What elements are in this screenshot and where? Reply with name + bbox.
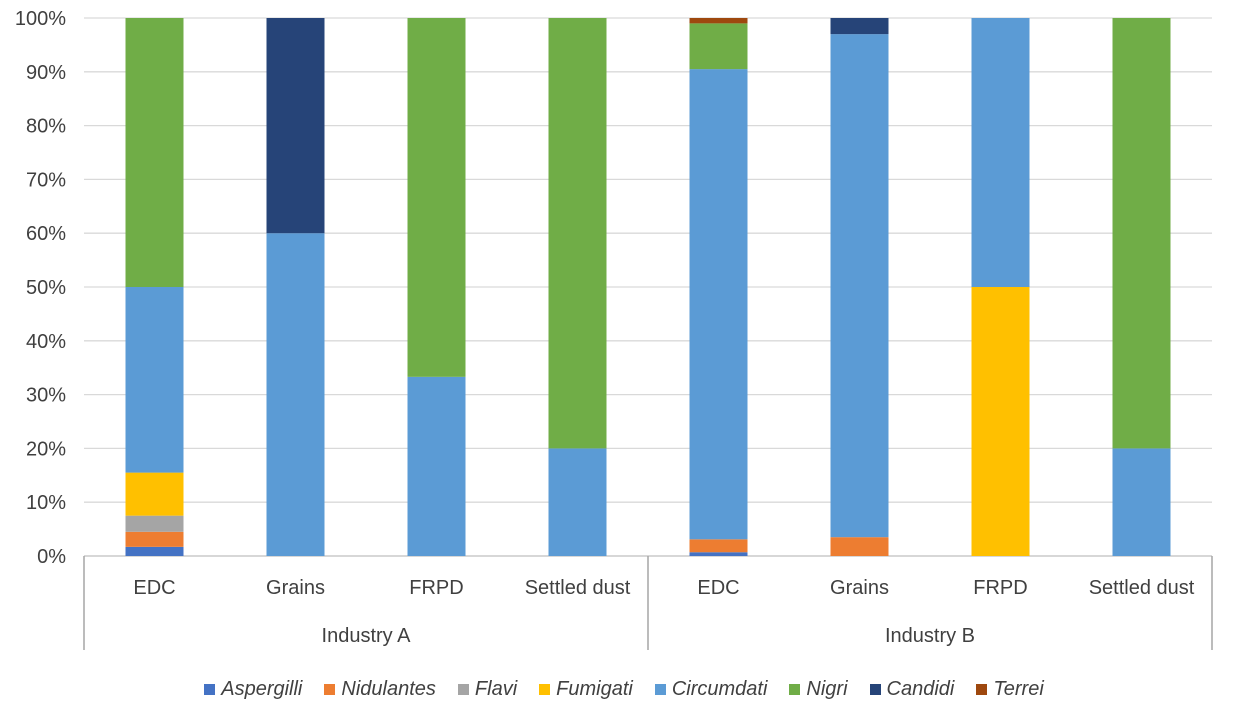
y-tick-label: 100% [15,8,66,30]
bar-segment-aspergilli [125,546,184,556]
x-tick-label: FRPD [973,577,1027,599]
x-group-label: Industry B [885,625,975,647]
legend-swatch [789,683,801,695]
legend-item-flavi: Flavi [457,677,518,701]
bar-segment-candidi [830,18,889,35]
bar-segment-nigri [689,23,748,70]
x-tick-label: Settled dust [525,577,631,599]
y-tick-label: 30% [26,385,66,407]
bar-segment-candidi [266,18,325,234]
bar-segment-circumdati [971,18,1030,287]
y-tick-label: 0% [37,546,66,568]
bar-segment-circumdati [407,376,466,556]
legend-label: Nigri [806,677,848,700]
bar-segment-nidulantes [689,539,748,553]
legend-item-nidulantes: Nidulantes [324,678,436,701]
x-group-label: Industry A [322,625,412,647]
bar-segment-flavi [125,515,184,532]
legend-item-circumdati: Circumdati [654,677,768,701]
y-tick-label: 50% [26,277,66,299]
bar-segment-circumdati [830,34,889,538]
legend-swatch [654,683,666,695]
x-tick-label: Settled dust [1089,577,1195,599]
legend-label: Fumigati [556,677,633,700]
legend-label: Candidi [886,677,955,700]
bars [125,18,1171,556]
y-axis-tick-labels: 0% 10% 20% 30% 40% 50% 60% 70% 80% 90% 100% [15,8,66,568]
bar-segment-circumdati [125,287,184,473]
legend-item-nigri: Nigri [789,677,848,701]
bar-segment-circumdati [689,69,748,540]
y-tick-label: 60% [26,223,66,245]
legend-item-aspergilli: Aspergilli [204,678,302,701]
x-tick-label: Grains [830,577,889,599]
legend-item-candidi: Candidi [869,677,955,701]
bar-segment-aspergilli [689,552,748,556]
y-tick-label: 10% [26,492,66,514]
legend-item-terrei: Terrei [976,677,1044,701]
x-tick-label: EDC [133,577,175,599]
bar-segment-circumdati [1112,448,1171,556]
legend: Aspergilli Nidulantes Flavi Fumigati Circumd… [0,676,1248,702]
bar-segment-nigri [1112,18,1171,449]
y-tick-label: 40% [26,331,66,353]
gridlines [84,17,1212,557]
legend-item-fumigati: Fumigati [539,678,633,701]
legend-swatch [869,683,881,695]
legend-label: Circumdati [671,677,768,700]
x-axis: EDC Grains FRPD Settled dust Industry A EDC Gr… [83,556,1213,650]
bar-segment-fumigati [125,472,184,516]
legend-label: Terrei [993,677,1044,700]
bar-segment-nidulantes [125,531,184,547]
bar-segment-nigri [548,18,607,449]
bar-segment-nigri [125,18,184,287]
legend-label: Aspergilli [221,677,303,700]
legend-swatch [324,683,336,695]
legend-swatch [457,683,469,695]
legend-label: Nidulantes [341,677,436,700]
bar-segment-circumdati [548,448,607,556]
legend-swatch [539,683,551,695]
x-tick-label: FRPD [409,577,463,599]
y-tick-label: 80% [26,116,66,138]
legend-swatch [204,683,216,695]
bar-segment-fumigati [971,287,1030,556]
y-tick-label: 70% [26,169,66,191]
y-tick-label: 90% [26,62,66,84]
bar-segment-terrei [689,18,748,24]
legend-swatch [976,683,988,695]
bar-segment-nidulantes [830,537,889,556]
bar-segment-nigri [407,18,466,377]
x-tick-label: Grains [266,577,325,599]
y-tick-label: 20% [26,438,66,460]
x-tick-label: EDC [697,577,739,599]
bar-segment-circumdati [266,233,325,556]
legend-label: Flavi [474,677,518,700]
